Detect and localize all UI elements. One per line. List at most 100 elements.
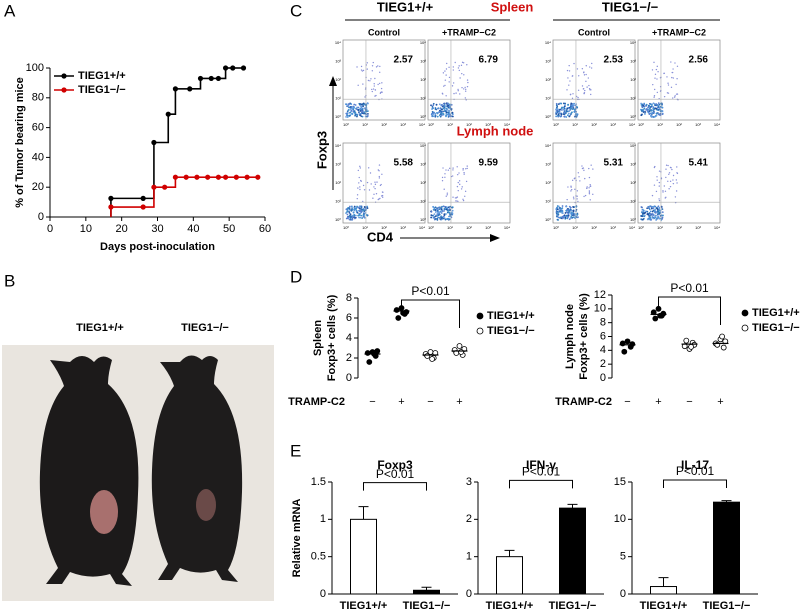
event-dot bbox=[443, 207, 446, 210]
event-dot bbox=[653, 88, 656, 91]
y-axis-label: Foxp3+ cells (%) bbox=[578, 293, 590, 380]
event-dot bbox=[653, 96, 655, 98]
event-dot bbox=[562, 113, 565, 116]
flow-percentage: 5.31 bbox=[604, 158, 624, 169]
event-dot bbox=[572, 93, 574, 95]
point bbox=[215, 174, 222, 180]
event-dot bbox=[672, 77, 675, 79]
event-dot bbox=[358, 176, 360, 179]
event-dot bbox=[445, 169, 447, 171]
flow-tick: 10² bbox=[335, 180, 341, 185]
event-dot bbox=[359, 209, 362, 212]
event-dot bbox=[353, 206, 356, 209]
event-dot bbox=[654, 77, 656, 79]
event-dot bbox=[668, 188, 670, 190]
x-tick-label: TIEG1−/− bbox=[703, 600, 751, 612]
flow-tick: 10³ bbox=[335, 162, 341, 167]
event-dot bbox=[579, 180, 581, 182]
event-dot bbox=[555, 115, 558, 118]
event-dot bbox=[672, 182, 675, 185]
bar bbox=[496, 556, 523, 595]
legend-label: TIEG1−/− bbox=[487, 325, 535, 337]
event-dot bbox=[443, 104, 446, 106]
event-dot bbox=[451, 111, 454, 114]
event-dot bbox=[464, 90, 467, 92]
event-dot bbox=[361, 103, 363, 106]
event-dot bbox=[576, 190, 579, 192]
y-tick-label: 2 bbox=[600, 358, 606, 370]
event-dot bbox=[442, 205, 445, 208]
flow-frame bbox=[342, 39, 426, 121]
event-dot bbox=[568, 64, 570, 67]
event-dot bbox=[671, 76, 673, 79]
event-dot bbox=[363, 211, 365, 214]
point bbox=[215, 75, 222, 82]
event-dot bbox=[352, 211, 355, 214]
event-dot bbox=[656, 78, 658, 80]
event-dot bbox=[572, 216, 575, 219]
event-dot bbox=[584, 177, 586, 180]
event-dot bbox=[369, 172, 372, 174]
x-tick-label: TIEG1−/− bbox=[403, 600, 451, 612]
event-dot bbox=[452, 167, 454, 169]
event-dot bbox=[362, 184, 365, 187]
legend-label: TIEG1−/− bbox=[752, 322, 800, 334]
event-dot bbox=[436, 115, 439, 118]
event-dot bbox=[557, 216, 560, 219]
y-tick-label: 4 bbox=[600, 344, 606, 356]
event-dot bbox=[461, 61, 464, 64]
event-dot bbox=[658, 113, 660, 116]
event-dot bbox=[462, 198, 464, 200]
event-dot bbox=[567, 214, 570, 217]
x-tick-label: 50 bbox=[223, 223, 235, 235]
event-dot bbox=[456, 185, 459, 188]
y-tick-label: 100 bbox=[26, 62, 44, 74]
event-dot bbox=[565, 110, 568, 113]
significance-bracket bbox=[509, 479, 573, 489]
event-dot bbox=[357, 187, 359, 189]
y-tick-label: 0 bbox=[620, 588, 626, 600]
event-dot bbox=[447, 104, 450, 107]
event-dot bbox=[366, 181, 369, 184]
event-dot bbox=[667, 164, 669, 167]
event-dot bbox=[448, 81, 450, 83]
event-dot bbox=[665, 164, 668, 166]
event-dot bbox=[349, 216, 352, 219]
flow-tick: 10² bbox=[676, 225, 682, 230]
flow-tick: 10² bbox=[545, 180, 551, 185]
event-dot bbox=[672, 97, 674, 99]
event-dot bbox=[459, 93, 461, 95]
bar bbox=[350, 518, 377, 595]
event-dot bbox=[462, 167, 464, 170]
event-dot bbox=[652, 214, 655, 216]
event-dot bbox=[465, 168, 467, 170]
p-value: P<0.01 bbox=[411, 284, 450, 298]
flow-tick: 10¹ bbox=[447, 122, 453, 127]
event-dot bbox=[455, 200, 457, 202]
y-tick-label: 1 bbox=[466, 551, 472, 563]
event-dot bbox=[559, 112, 561, 115]
event-dot bbox=[654, 165, 656, 168]
event-dot bbox=[651, 213, 653, 215]
x-tick-label: − bbox=[686, 396, 692, 408]
event-dot bbox=[570, 190, 572, 192]
point bbox=[719, 333, 725, 340]
event-dot bbox=[378, 82, 381, 85]
event-dot bbox=[644, 113, 646, 115]
event-dot bbox=[648, 110, 651, 112]
event-dot bbox=[571, 97, 574, 100]
event-dot bbox=[461, 186, 463, 188]
event-dot bbox=[462, 199, 465, 202]
flow-tick: 10⁰ bbox=[638, 122, 644, 127]
event-dot bbox=[452, 169, 454, 171]
event-dot bbox=[565, 209, 568, 212]
flow-frame bbox=[427, 39, 511, 121]
event-dot bbox=[589, 66, 591, 68]
event-dot bbox=[570, 215, 573, 218]
event-dot bbox=[644, 111, 647, 113]
flow-tick: 10¹ bbox=[362, 225, 368, 230]
event-dot bbox=[360, 65, 363, 68]
event-dot bbox=[676, 78, 678, 80]
event-dot bbox=[557, 205, 560, 208]
